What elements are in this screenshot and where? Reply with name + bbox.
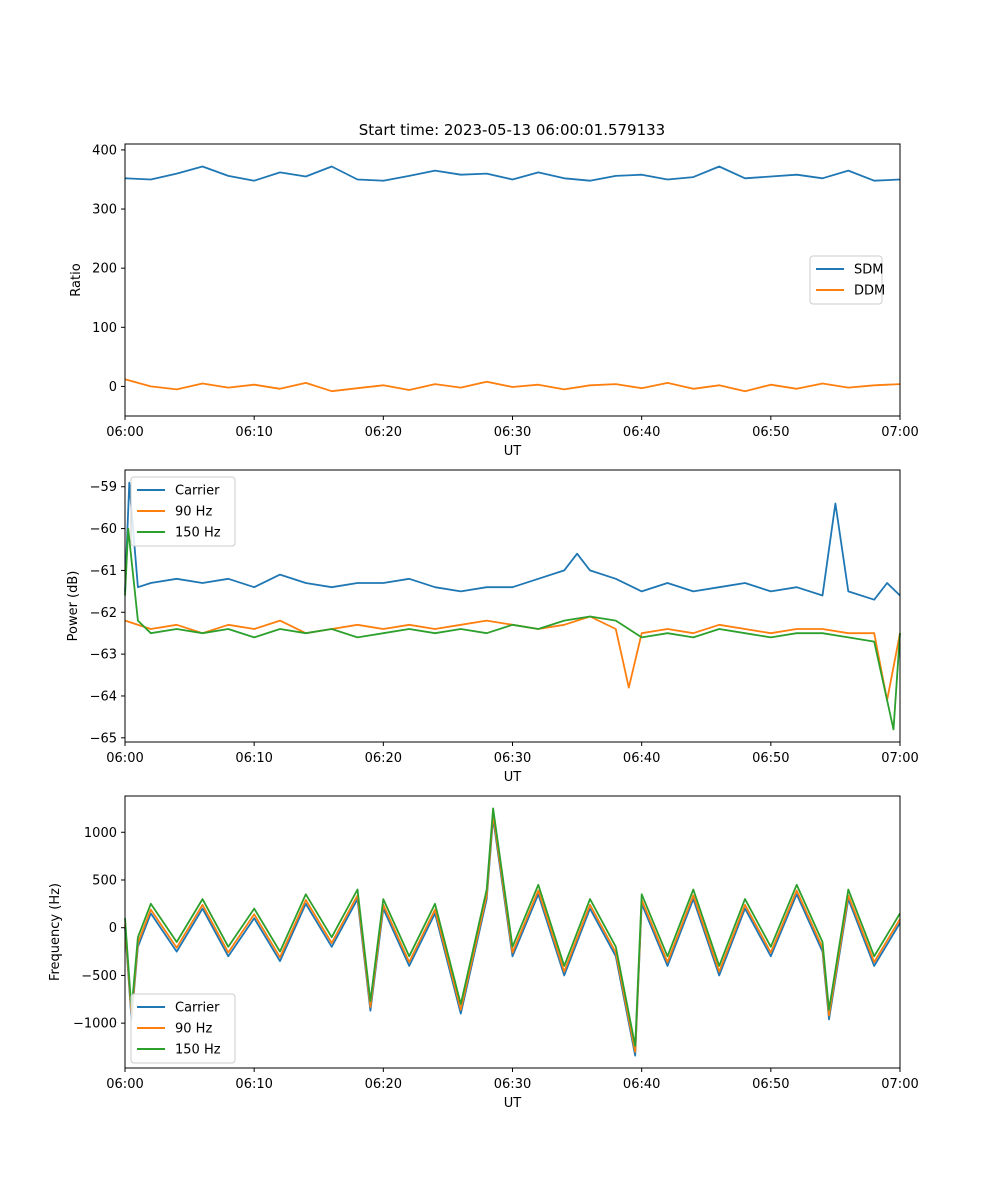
series-line-sdm bbox=[124, 165, 901, 182]
x-axis-label: UT bbox=[504, 770, 522, 785]
x-tick-label: 06:40 bbox=[623, 751, 660, 766]
y-tick-label: −64 bbox=[90, 689, 117, 704]
x-tick-label: 06:30 bbox=[494, 1077, 531, 1092]
x-tick-label: 07:00 bbox=[881, 425, 918, 440]
x-tick-label: 06:20 bbox=[365, 1077, 402, 1092]
y-tick-label: −65 bbox=[90, 731, 117, 746]
x-tick-label: 06:30 bbox=[494, 751, 531, 766]
x-tick-label: 06:00 bbox=[106, 1077, 143, 1092]
x-tick-label: 06:40 bbox=[623, 425, 660, 440]
legend-label: Carrier bbox=[175, 484, 220, 499]
x-tick-label: 06:10 bbox=[235, 425, 272, 440]
legend: SDM DDM bbox=[809, 255, 885, 305]
y-tick-label: 0 bbox=[109, 921, 117, 936]
y-tick-label: −63 bbox=[90, 648, 117, 663]
x-tick-label: 06:00 bbox=[106, 751, 143, 766]
y-tick-label: −61 bbox=[90, 564, 117, 579]
series-line-ddm bbox=[124, 378, 901, 393]
x-tick-label: 07:00 bbox=[881, 751, 918, 766]
series-line-150-hz bbox=[124, 527, 901, 731]
series-line-150-hz bbox=[124, 807, 901, 1047]
y-tick-label: −500 bbox=[81, 969, 117, 984]
x-tick-label: 06:10 bbox=[235, 1077, 272, 1092]
y-axis-label: Power (dB) bbox=[66, 571, 81, 642]
y-tick-label: 400 bbox=[92, 143, 117, 158]
y-tick-label: 200 bbox=[92, 262, 117, 277]
y-tick-label: 100 bbox=[92, 321, 117, 336]
y-tick-label: −62 bbox=[90, 606, 117, 621]
y-tick-label: 300 bbox=[92, 203, 117, 218]
x-tick-label: 06:50 bbox=[752, 425, 789, 440]
y-tick-label: −59 bbox=[90, 480, 117, 495]
x-tick-label: 06:00 bbox=[106, 425, 143, 440]
y-tick-label: −1000 bbox=[73, 1017, 117, 1032]
legend-box bbox=[130, 476, 236, 547]
y-axis-label: Frequency (Hz) bbox=[48, 883, 63, 981]
y-tick-label: 0 bbox=[109, 380, 117, 395]
x-tick-label: 06:20 bbox=[365, 425, 402, 440]
x-tick-label: 06:50 bbox=[752, 751, 789, 766]
legend: Carrier 90 Hz 150 Hz bbox=[130, 993, 236, 1064]
x-tick-label: 06:10 bbox=[235, 751, 272, 766]
chart-panel-1: 06:00 06:10 06:20 06:30 06:40 06:50 07:00 0 100 2… bbox=[69, 143, 919, 459]
legend-label: 90 Hz bbox=[175, 505, 212, 520]
x-axis-label: UT bbox=[504, 444, 522, 459]
legend: Carrier 90 Hz 150 Hz bbox=[130, 476, 236, 547]
legend-label: 150 Hz bbox=[175, 526, 221, 541]
legend-label: SDM bbox=[854, 263, 883, 278]
legend-label: Carrier bbox=[175, 1001, 220, 1016]
x-tick-label: 07:00 bbox=[881, 1077, 918, 1092]
legend-label: 90 Hz bbox=[175, 1022, 212, 1037]
x-tick-label: 06:20 bbox=[365, 751, 402, 766]
y-axis-label: Ratio bbox=[69, 263, 84, 296]
x-tick-label: 06:30 bbox=[494, 425, 531, 440]
y-tick-label: 500 bbox=[92, 873, 117, 888]
chart-panels: 06:00 06:10 06:20 06:30 06:40 06:50 07:00 0 100 2… bbox=[48, 143, 919, 1111]
x-axis-label: UT bbox=[504, 1096, 522, 1111]
series-line-carrier bbox=[124, 481, 901, 601]
x-tick-label: 06:40 bbox=[623, 1077, 660, 1092]
legend-box bbox=[130, 993, 236, 1064]
x-tick-label: 06:50 bbox=[752, 1077, 789, 1092]
y-tick-label: 1000 bbox=[84, 826, 117, 841]
chart-panel-3: 06:00 06:10 06:20 06:30 06:40 06:50 07:00 −1000… bbox=[48, 795, 919, 1111]
y-tick-label: −60 bbox=[90, 522, 117, 537]
legend-label: DDM bbox=[854, 284, 885, 299]
chart-panel-2: 06:00 06:10 06:20 06:30 06:40 06:50 07:00 −65 −6… bbox=[66, 469, 919, 785]
legend-label: 150 Hz bbox=[175, 1043, 221, 1058]
figure-title: Start time: 2023-05-13 06:00:01.579133 bbox=[359, 121, 665, 139]
